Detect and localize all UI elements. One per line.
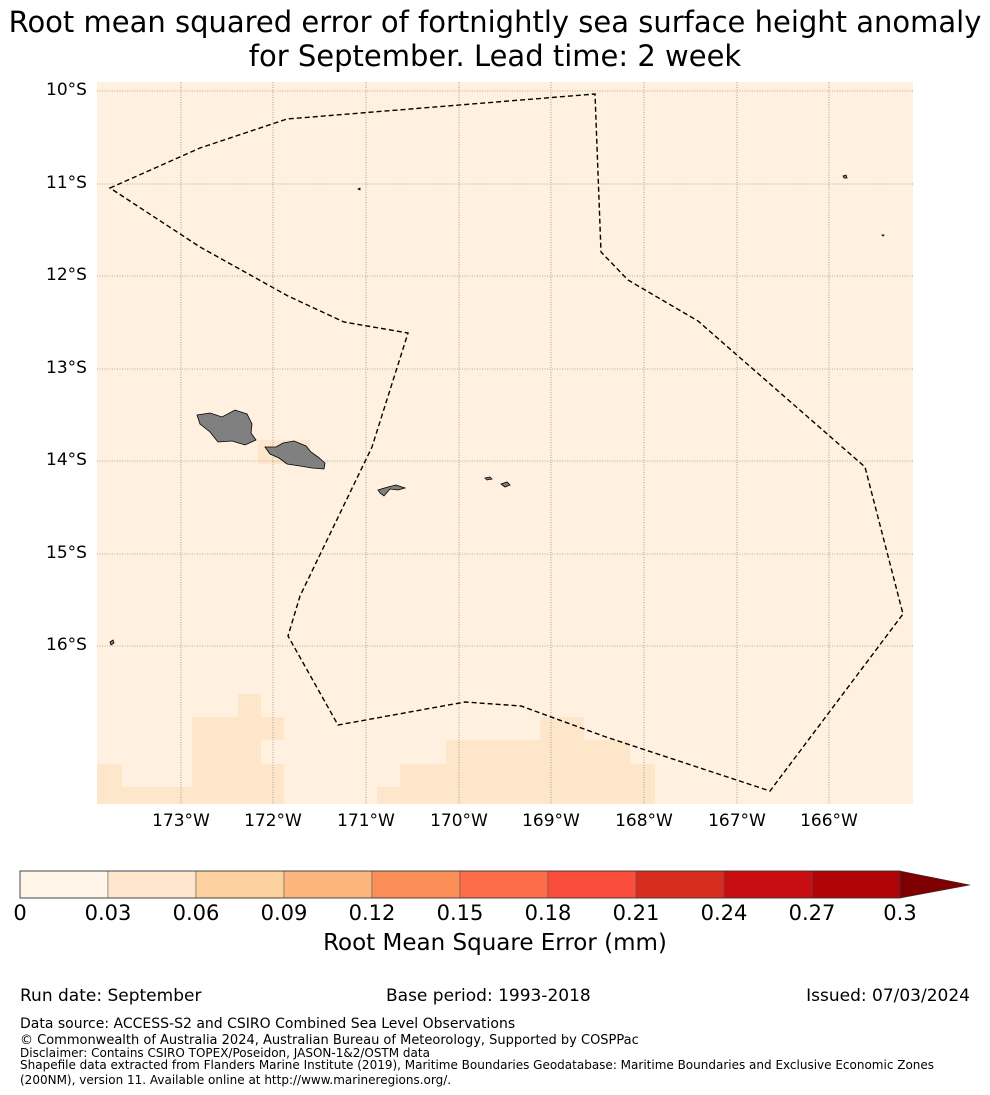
lat-label-14s: 14°S (46, 450, 87, 470)
island-southwest (109, 639, 115, 646)
shapefile-credit-line1: Shapefile data extracted from Flanders M… (20, 1058, 935, 1072)
run-date: Run date: September (20, 986, 202, 1006)
lon-label-169w: 169°W (522, 811, 580, 831)
lon-label-172w: 172°W (244, 811, 302, 831)
shapefile-credit-line2: (200NM), version 11. Available online at… (20, 1073, 452, 1087)
lat-label-12s: 12°S (46, 265, 87, 285)
lat-label-16s: 16°S (46, 635, 87, 655)
error-cell-region-south (377, 717, 655, 804)
colorbar-tick-0: 0 (13, 901, 27, 925)
colorbar-swatch-1 (107, 870, 197, 899)
lon-label-170w: 170°W (430, 811, 488, 831)
eez-boundary-tokelau (108, 93, 904, 792)
colorbar-swatch-4 (371, 870, 461, 899)
island-northeast-small (881, 234, 885, 237)
colorbar-tick-024: 0.24 (700, 901, 748, 925)
colorbar-extend-arrow (899, 870, 971, 899)
copyright-notice: © Commonwealth of Australia 2024, Austra… (20, 1033, 639, 1048)
island-tau (500, 481, 511, 488)
lon-label-168w: 168°W (615, 811, 673, 831)
issued-date: Issued: 07/03/2024 (806, 986, 970, 1006)
colorbar-tick-009: 0.09 (260, 901, 308, 925)
colorbar-tick-015: 0.15 (436, 901, 484, 925)
chart-title-line1: Root mean squared error of fortnightly s… (8, 5, 982, 39)
lat-label-15s: 15°S (46, 543, 87, 563)
island-savaii (196, 409, 257, 446)
colorbar-swatch-8 (723, 870, 813, 899)
lon-label-167w: 167°W (708, 811, 766, 831)
colorbar-swatch-7 (635, 870, 725, 899)
ocean-area (97, 82, 913, 804)
colorbar-tick-021: 0.21 (612, 901, 660, 925)
gridlines (97, 82, 913, 804)
colorbar-swatch-5 (459, 870, 549, 899)
colorbar-swatch-6 (547, 870, 637, 899)
data-source: Data source: ACCESS-S2 and CSIRO Combine… (20, 1016, 516, 1032)
colorbar-tick-006: 0.06 (172, 901, 220, 925)
land-masses (109, 174, 885, 646)
lon-label-166w: 166°W (800, 811, 858, 831)
colorbar-swatch-9 (811, 870, 901, 899)
island-ofu (484, 476, 493, 481)
error-cell-region-west (97, 694, 284, 804)
colorbar-swatch-2 (195, 870, 285, 899)
lat-label-11s: 11°S (46, 173, 87, 193)
colorbar-tick-003: 0.03 (84, 901, 132, 925)
colorbar-label: Root Mean Square Error (mm) (323, 930, 667, 956)
lon-label-173w: 173°W (152, 811, 210, 831)
colorbar-tick-018: 0.18 (524, 901, 572, 925)
colorbar-swatch-0 (19, 870, 109, 899)
disclaimer: Disclaimer: Contains CSIRO TOPEX/Poseido… (20, 1046, 430, 1060)
lat-label-10s: 10°S (46, 80, 87, 100)
colorbar (19, 870, 971, 899)
island-northeast (842, 174, 848, 179)
island-upolu (264, 440, 326, 470)
eez-boundary (108, 93, 904, 792)
base-period: Base period: 1993-2018 (386, 986, 591, 1006)
colorbar-tick-012: 0.12 (348, 901, 396, 925)
island-tutuila (377, 484, 407, 497)
chart-title-line2: for September. Lead time: 2 week (248, 39, 742, 73)
colorbar-tick-03: 0.3 (883, 901, 917, 925)
lat-label-13s: 13°S (46, 358, 87, 378)
colorbar-tick-027: 0.27 (788, 901, 836, 925)
lon-label-171w: 171°W (337, 811, 395, 831)
map-plot (97, 82, 913, 804)
island-swains (357, 187, 361, 191)
colorbar-outline (19, 870, 901, 899)
colorbar-swatch-3 (283, 870, 373, 899)
